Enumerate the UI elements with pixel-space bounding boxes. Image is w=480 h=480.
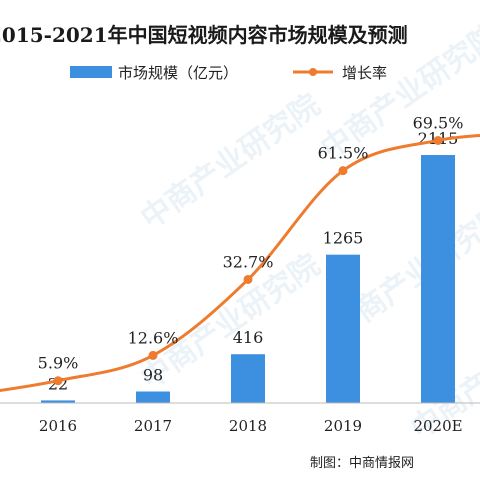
bar-2020E (421, 155, 455, 403)
bar-label-2019: 1265 (323, 229, 364, 248)
bar-2017 (136, 391, 170, 403)
legend-line-label: 增长率 (342, 64, 387, 82)
bar-2018 (231, 354, 265, 403)
bar-2019 (326, 254, 360, 403)
line-label-2020E: 69.5% (413, 113, 464, 132)
line-label-2018: 32.7% (223, 252, 274, 271)
bar-label-2017: 98 (143, 366, 163, 385)
line-label-2017: 12.6% (128, 328, 179, 347)
line-label-2019: 61.5% (318, 144, 369, 163)
source-note: 制图：中商情报网 (310, 456, 414, 471)
chart-title: 2015-2021年中国短视频内容市场规模及预测 (0, 23, 408, 47)
line-label-2016: 5.9% (38, 354, 79, 373)
x-tick-2020E: 2020E (413, 417, 462, 435)
legend-bar-swatch (70, 66, 112, 78)
x-tick-2017: 2017 (134, 417, 172, 435)
bar-2016 (41, 400, 75, 403)
bar-label-2018: 416 (233, 328, 264, 347)
x-axis-ticks: 2016 2017 2018 2019 2020E (39, 417, 463, 435)
line-point-2019 (338, 166, 348, 176)
line-point-2016 (53, 376, 63, 386)
line-point-2017 (148, 350, 158, 360)
legend-line-marker (309, 68, 317, 76)
legend-bar-label: 市场规模（亿元） (118, 64, 238, 82)
watermark-text: 中商产业研究院 (135, 87, 327, 236)
line-point-2020E (433, 135, 443, 145)
bar-series: 229841612652115 (41, 129, 458, 403)
x-tick-2019: 2019 (324, 417, 362, 435)
x-tick-2018: 2018 (229, 417, 267, 435)
line-point-2018 (243, 274, 253, 284)
x-tick-2016: 2016 (39, 417, 77, 435)
legend: 市场规模（亿元） 增长率 (70, 64, 387, 82)
line-series: 5.9% 12.6% 32.7% 61.5% 69.5% (0, 113, 480, 393)
